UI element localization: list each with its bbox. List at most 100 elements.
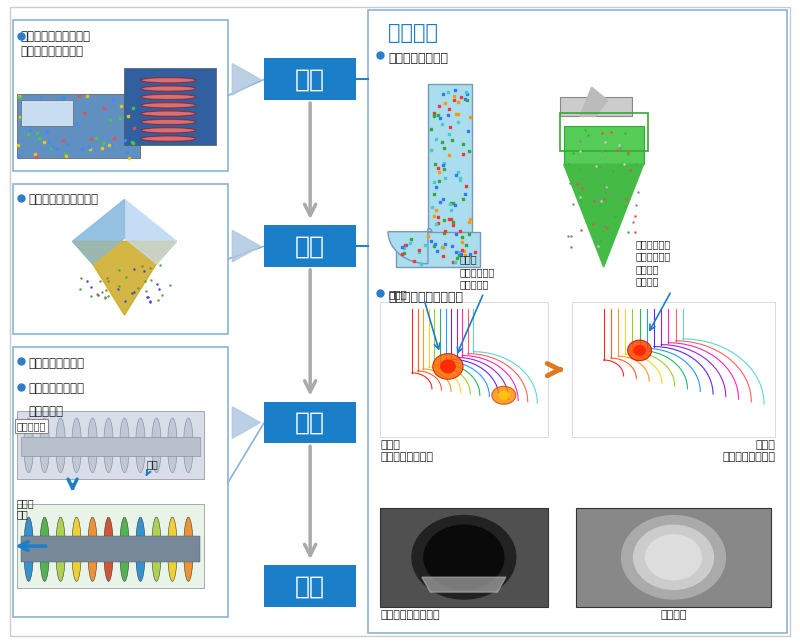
Text: エアブローを
入れることで
低速域が
なくなる: エアブローを 入れることで 低速域が なくなる <box>635 239 671 286</box>
Ellipse shape <box>24 418 34 473</box>
Text: ・フィーダー供給精度
　ばらつき影響予測: ・フィーダー供給精度 ばらつき影響予測 <box>21 30 90 58</box>
Ellipse shape <box>498 391 510 400</box>
Text: ・粒子の挙動予測: ・粒子の挙動予測 <box>388 52 448 65</box>
Polygon shape <box>580 87 608 116</box>
Ellipse shape <box>141 102 196 108</box>
Ellipse shape <box>40 517 50 581</box>
Bar <box>21 437 200 457</box>
Bar <box>264 225 356 267</box>
Ellipse shape <box>141 77 196 83</box>
Text: 対策後
（エアブロー有）: 対策後 （エアブロー有） <box>722 440 775 462</box>
Circle shape <box>622 516 726 599</box>
Ellipse shape <box>88 517 98 581</box>
Ellipse shape <box>72 517 82 581</box>
Text: 粉体投入前: 粉体投入前 <box>17 421 46 431</box>
Text: 入口: 入口 <box>146 459 158 475</box>
Bar <box>572 302 775 437</box>
Ellipse shape <box>24 517 34 581</box>
Bar <box>564 126 643 165</box>
Ellipse shape <box>72 418 82 473</box>
Bar <box>368 10 787 633</box>
Bar <box>125 68 216 145</box>
Circle shape <box>412 516 516 599</box>
Ellipse shape <box>142 112 194 116</box>
Text: ・滴留時間の予測: ・滴留時間の予測 <box>29 357 85 370</box>
Text: ・デッドスペース: ・デッドスペース <box>29 383 85 395</box>
Ellipse shape <box>56 517 66 581</box>
Ellipse shape <box>633 345 646 356</box>
Bar <box>13 183 228 334</box>
Ellipse shape <box>152 418 162 473</box>
Bar <box>264 402 356 444</box>
Bar <box>396 231 480 267</box>
Polygon shape <box>232 230 260 262</box>
Ellipse shape <box>142 137 194 141</box>
Bar <box>13 347 228 617</box>
Ellipse shape <box>136 418 146 473</box>
Wedge shape <box>388 228 432 264</box>
Ellipse shape <box>120 418 130 473</box>
Text: 造粒: 造粒 <box>295 410 325 435</box>
Ellipse shape <box>142 95 194 99</box>
Bar <box>380 302 548 437</box>
Ellipse shape <box>142 129 194 132</box>
Ellipse shape <box>142 104 194 107</box>
Bar <box>21 536 200 562</box>
Text: ・混合不良箇所の予測: ・混合不良箇所の予測 <box>29 193 98 206</box>
Polygon shape <box>232 64 260 95</box>
Ellipse shape <box>142 87 194 91</box>
Text: 対策前
（エアブロー無）: 対策前 （エアブロー無） <box>380 440 433 462</box>
Ellipse shape <box>168 418 177 473</box>
Ellipse shape <box>628 340 651 361</box>
Ellipse shape <box>88 418 98 473</box>
Ellipse shape <box>168 517 177 581</box>
Polygon shape <box>422 577 506 592</box>
Ellipse shape <box>183 418 193 473</box>
Text: 低速域
気流の弱まる
ポケット部: 低速域 気流の弱まる ポケット部 <box>460 255 495 289</box>
Ellipse shape <box>141 86 196 91</box>
Bar <box>428 84 472 241</box>
Bar <box>17 412 204 478</box>
Bar <box>560 97 631 116</box>
Bar <box>17 504 204 588</box>
Ellipse shape <box>492 386 516 404</box>
Bar <box>264 59 356 100</box>
Circle shape <box>646 535 702 580</box>
Polygon shape <box>564 165 643 267</box>
Ellipse shape <box>40 418 50 473</box>
Text: ・粉体付着対策（例）: ・粉体付着対策（例） <box>388 291 463 303</box>
Text: 混合: 混合 <box>295 234 325 258</box>
Circle shape <box>424 525 504 590</box>
Bar <box>380 507 548 607</box>
Bar <box>13 20 228 171</box>
Bar <box>560 113 647 152</box>
Ellipse shape <box>141 111 196 116</box>
Ellipse shape <box>183 517 193 581</box>
Ellipse shape <box>141 94 196 100</box>
Polygon shape <box>73 199 176 264</box>
Bar <box>264 565 356 607</box>
Text: 粉体輸送: 粉体輸送 <box>388 23 438 43</box>
Ellipse shape <box>440 359 456 374</box>
Text: 高速域: 高速域 <box>388 289 406 299</box>
Polygon shape <box>232 407 260 439</box>
Ellipse shape <box>152 517 162 581</box>
Bar <box>21 100 73 126</box>
Text: 付着解消: 付着解消 <box>660 610 686 620</box>
Text: 打錠: 打錠 <box>295 574 325 598</box>
Ellipse shape <box>142 78 194 82</box>
Bar <box>576 507 771 607</box>
Ellipse shape <box>136 517 146 581</box>
Ellipse shape <box>141 127 196 133</box>
Polygon shape <box>73 241 176 315</box>
Circle shape <box>634 525 714 590</box>
Ellipse shape <box>141 136 196 141</box>
Polygon shape <box>125 199 176 264</box>
Text: 供給: 供給 <box>295 68 325 91</box>
Polygon shape <box>73 199 125 264</box>
Ellipse shape <box>56 418 66 473</box>
Ellipse shape <box>104 418 114 473</box>
Ellipse shape <box>141 119 196 125</box>
Ellipse shape <box>433 354 463 379</box>
Bar <box>17 94 141 158</box>
